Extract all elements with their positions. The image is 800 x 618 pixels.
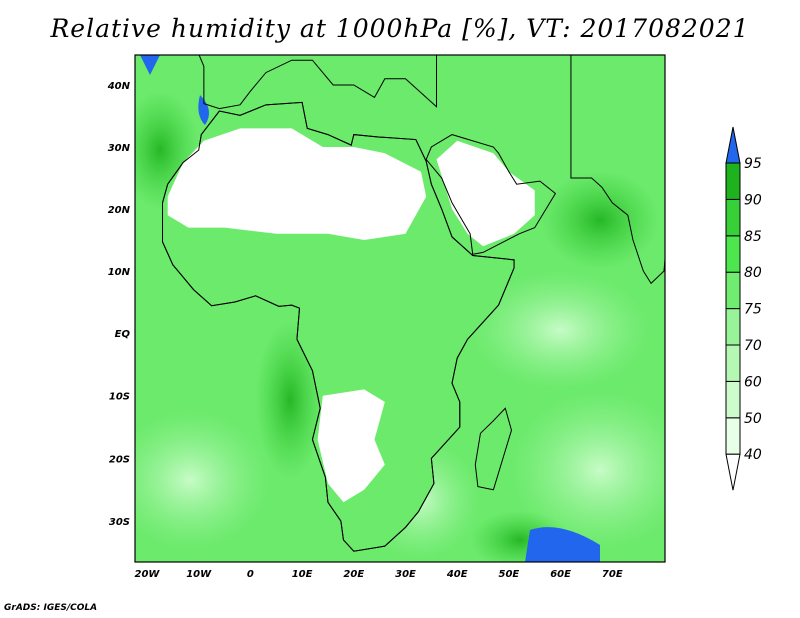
colorbar-swatch <box>725 271 741 310</box>
colorbar-over-arrow <box>725 126 741 164</box>
lat-label: 40N <box>107 81 131 92</box>
colorbar-swatch <box>725 417 741 455</box>
ocean-saturated-patch <box>140 55 160 75</box>
ocean-saturated-patch <box>525 527 600 562</box>
colorbar: 40 50 60 70 75 80 85 90 95 <box>725 126 762 491</box>
india-outline <box>570 55 665 285</box>
colorbar-label: 95 <box>744 156 762 172</box>
lat-label: 30S <box>109 517 130 528</box>
colorbar-label: 60 <box>744 374 762 390</box>
colorbar-swatch <box>725 308 741 346</box>
lon-label: 20W <box>135 569 161 580</box>
colorbar-swatch <box>725 198 741 237</box>
colorbar-label: 75 <box>744 302 762 318</box>
lat-label: 20N <box>108 205 131 216</box>
madagascar-outline <box>474 407 513 491</box>
colorbar-under-arrow <box>725 453 741 491</box>
lat-label: 10S <box>109 392 130 403</box>
europe-coast-outline <box>198 55 438 110</box>
map-title: Relative humidity at 1000hPa [%], VT: 20… <box>50 14 750 43</box>
colorbar-label: 70 <box>744 338 762 354</box>
arabia-dry-region <box>436 140 535 247</box>
lon-label: 30E <box>395 569 416 580</box>
arabian-peninsula-outline <box>425 134 557 255</box>
lon-label: 10W <box>186 569 212 580</box>
lon-label: 60E <box>550 569 571 580</box>
lat-label: 10N <box>108 267 131 278</box>
colorbar-label: 90 <box>744 192 762 208</box>
ocean-saturated-patch <box>198 95 209 125</box>
southern-dry-region <box>317 389 385 503</box>
colorbar-swatch <box>725 344 741 382</box>
map-field <box>135 55 665 562</box>
map-frame <box>134 54 666 563</box>
lon-label: 40E <box>446 569 468 580</box>
lon-label: 10E <box>292 569 313 580</box>
colorbar-swatch <box>725 235 741 273</box>
colorbar-label: 85 <box>744 229 762 245</box>
colorbar-swatch <box>725 380 741 419</box>
lat-label: 20S <box>109 454 130 465</box>
colorbar-label: 80 <box>744 265 762 281</box>
colorbar-swatch <box>725 162 741 200</box>
lon-label: 70E <box>602 569 623 580</box>
lat-label: EQ <box>115 329 131 340</box>
footer-credit: GrADS: IGES/COLA <box>4 603 98 613</box>
africa-coastline <box>162 101 515 552</box>
lat-label: 30N <box>108 143 131 154</box>
colorbar-label: 40 <box>744 447 762 463</box>
lon-label: 0 <box>247 569 254 580</box>
lon-label: 50E <box>499 569 520 580</box>
colorbar-label: 50 <box>744 411 762 427</box>
lon-label: 20E <box>343 569 364 580</box>
sahara-dry-region <box>167 128 427 240</box>
